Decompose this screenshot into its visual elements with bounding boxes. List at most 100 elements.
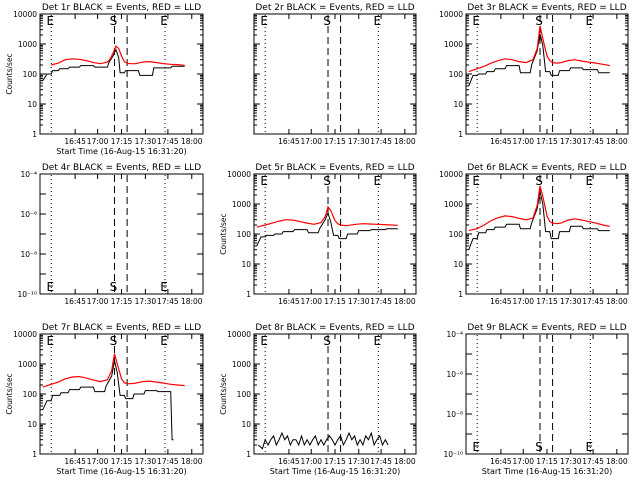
y-tick-label: 10⁻¹⁰ (17, 290, 37, 299)
marker-label: E (46, 14, 54, 28)
x-tick-label: 17:15 (536, 137, 558, 146)
x-axis-label: Start Time (16-Aug-15 16:31:20) (482, 467, 613, 476)
y-tick-label: 1 (246, 450, 251, 459)
x-tick-label: 18:00 (181, 137, 203, 146)
x-tick-label: 17:30 (135, 297, 157, 306)
x-tick-label: 17:30 (135, 457, 157, 466)
x-axis-label: Start Time (16-Aug-15 16:31:20) (56, 467, 187, 476)
marker-label: S (535, 440, 543, 454)
marker-label: E (472, 440, 480, 454)
x-tick-label: 18:00 (394, 457, 416, 466)
plot-title: Det 1r BLACK = Events, RED = LLD (42, 3, 201, 13)
x-tick-label: 18:00 (606, 457, 628, 466)
marker-label: E (585, 174, 593, 188)
x-tick-label: 17:00 (87, 457, 109, 466)
marker-label: E (260, 174, 268, 188)
y-tick-label: 10 (453, 100, 463, 109)
y-tick-label: 10⁻⁶ (446, 370, 463, 379)
plot-title: Det 2r BLACK = Events, RED = LLD (255, 3, 414, 13)
events-series-line (468, 33, 610, 87)
marker-label: E (472, 14, 480, 28)
plot-frame (39, 173, 204, 295)
x-tick-label: 16:45 (278, 137, 300, 146)
x-tick-label: 17:00 (512, 137, 534, 146)
x-tick-label: 18:00 (606, 297, 628, 306)
marker-label: E (160, 280, 168, 294)
x-tick-label: 17:30 (560, 297, 582, 306)
x-tick-label: 17:15 (536, 297, 558, 306)
x-tick-label: 17:15 (324, 457, 346, 466)
plot-frame (39, 333, 204, 455)
x-tick-label: 17:45 (157, 137, 179, 146)
marker-label: S (110, 280, 118, 294)
plot-frame (465, 333, 629, 455)
y-tick-label: 100 (23, 70, 38, 79)
marker-label: S (535, 174, 543, 188)
marker-label: E (585, 440, 593, 454)
marker-label: E (46, 334, 54, 348)
y-axis-label: Counts/sec (219, 213, 228, 254)
y-tick-label: 10 (453, 260, 463, 269)
x-tick-label: 17:30 (560, 137, 582, 146)
events-series-line (42, 360, 174, 441)
marker-label: E (260, 14, 268, 28)
x-axis-label: Start Time (16-Aug-15 16:31:20) (270, 467, 401, 476)
y-tick-label: 10⁻⁴ (446, 330, 463, 339)
y-tick-label: 100 (237, 230, 252, 239)
x-tick-label: 17:00 (87, 137, 109, 146)
x-tick-label: 17:30 (348, 457, 370, 466)
plot-title: Det 8r BLACK = Events, RED = LLD (255, 323, 414, 333)
events-series-line (256, 211, 398, 247)
x-tick-label: 16:45 (64, 297, 86, 306)
plot-8: Det 8r BLACK = Events, RED = LLD 1 10 100 10… (219, 323, 417, 476)
x-tick-label: 16:45 (490, 137, 512, 146)
y-tick-label: 1 (458, 290, 463, 299)
plot-frame (465, 13, 629, 135)
plot-title: Det 7r BLACK = Events, RED = LLD (42, 323, 201, 333)
plot-7: Det 7r BLACK = Events, RED = LLD 1 10 100 10… (5, 323, 204, 476)
x-tick-label: 16:45 (278, 297, 300, 306)
x-tick-label: 17:00 (512, 297, 534, 306)
y-tick-label: 10000 (439, 170, 463, 179)
plot-title: Det 9r BLACK = Events, RED = LLD (467, 323, 626, 333)
plot-title: Det 3r BLACK = Events, RED = LLD (467, 3, 626, 13)
x-tick-label: 18:00 (394, 297, 416, 306)
x-tick-label: 18:00 (181, 457, 203, 466)
x-tick-label: 17:15 (111, 137, 133, 146)
plot-title: Det 5r BLACK = Events, RED = LLD (255, 163, 414, 173)
plot-6: Det 6r BLACK = Events, RED = LLD 1 10 100 10… (439, 163, 629, 306)
x-tick-label: 17:45 (582, 137, 604, 146)
x-tick-label: 17:15 (324, 297, 346, 306)
y-tick-label: 1 (32, 130, 37, 139)
x-tick-label: 17:15 (536, 457, 558, 466)
y-tick-label: 10⁻⁸ (20, 250, 37, 259)
events-series-line (468, 191, 610, 250)
y-tick-label: 1000 (232, 360, 251, 369)
marker-label: E (260, 334, 268, 348)
x-tick-label: 17:45 (582, 297, 604, 306)
x-tick-label: 16:45 (278, 457, 300, 466)
marker-label: E (373, 14, 381, 28)
x-tick-label: 18:00 (181, 297, 203, 306)
y-tick-label: 1000 (18, 360, 37, 369)
y-tick-label: 10⁻¹⁰ (443, 450, 463, 459)
y-tick-label: 1000 (18, 40, 37, 49)
marker-label: E (160, 334, 168, 348)
x-tick-label: 16:45 (64, 457, 86, 466)
plot-title: Det 6r BLACK = Events, RED = LLD (467, 163, 626, 173)
marker-label: S (535, 14, 543, 28)
y-tick-label: 10000 (227, 170, 251, 179)
y-tick-label: 100 (23, 390, 38, 399)
y-tick-label: 10 (241, 260, 251, 269)
x-tick-label: 17:45 (370, 457, 392, 466)
y-tick-label: 10⁻⁴ (20, 170, 37, 179)
x-tick-label: 17:00 (300, 297, 322, 306)
plot-4: Det 4r BLACK = Events, RED = LLD 10⁻¹⁰ 10⁻… (17, 163, 204, 306)
x-tick-label: 17:15 (111, 457, 133, 466)
x-axis-label: Start Time (16-Aug-15 16:31:20) (56, 147, 187, 156)
x-tick-label: 17:30 (348, 297, 370, 306)
y-axis-label: Counts/sec (219, 373, 228, 414)
x-tick-label: 17:15 (111, 297, 133, 306)
